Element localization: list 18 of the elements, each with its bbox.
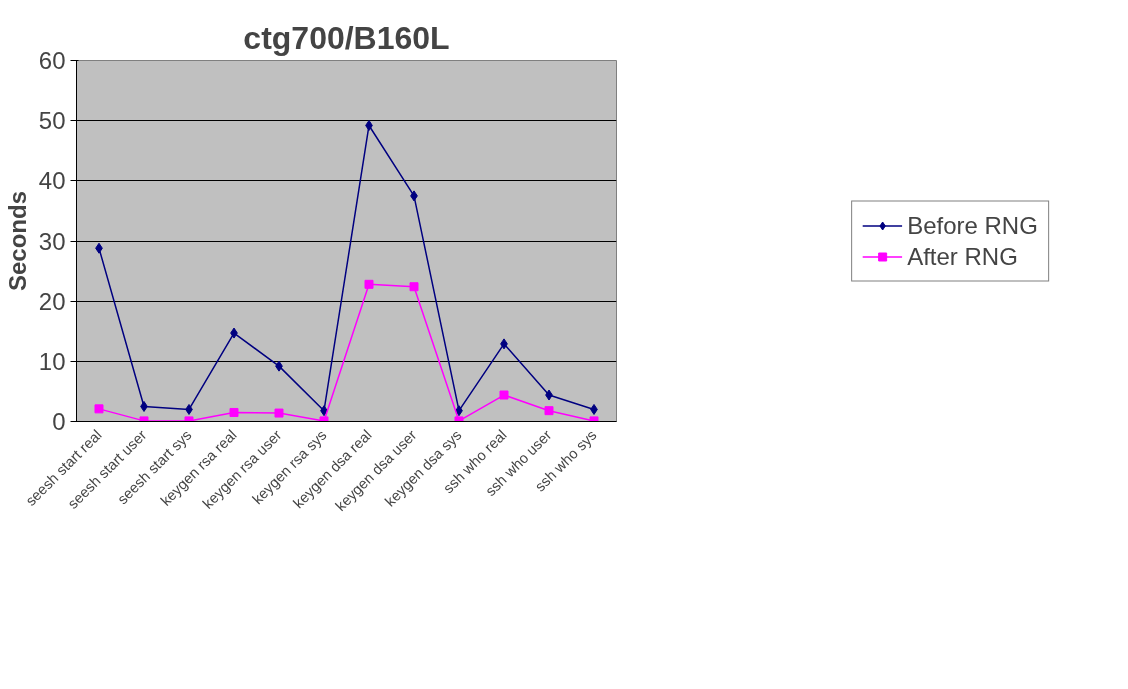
point <box>409 282 419 292</box>
legend-label: Before RNG <box>907 211 1038 239</box>
legend-label: After RNG <box>907 242 1018 270</box>
y-tick-label: 60 <box>38 47 66 74</box>
y-tick-label: 50 <box>38 107 66 135</box>
chart-title: ctg700/B160L <box>243 19 450 56</box>
point <box>274 408 284 418</box>
y-tick-label: 40 <box>38 167 66 195</box>
point <box>499 390 509 400</box>
y-tick-label: 20 <box>38 287 66 315</box>
y-tick-label: 30 <box>38 227 66 255</box>
point <box>229 407 239 417</box>
point <box>364 279 374 289</box>
y-tick-label: 0 <box>52 408 66 435</box>
point <box>544 406 554 416</box>
point <box>94 404 104 414</box>
y-axis-title: Seconds <box>3 190 31 292</box>
y-tick-label: 10 <box>38 347 66 375</box>
